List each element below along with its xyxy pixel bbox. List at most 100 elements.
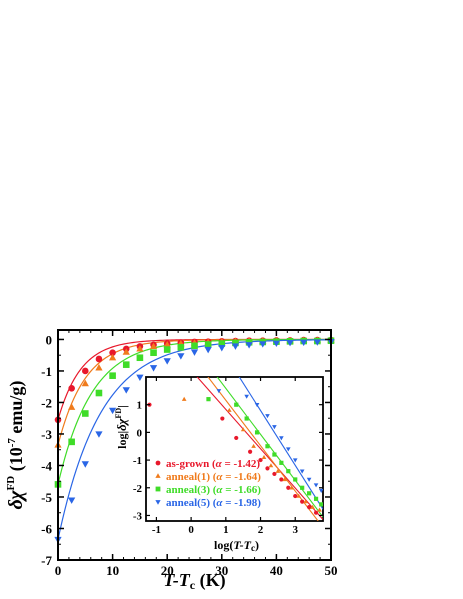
inset-data-point [272,471,277,477]
inset-data-point [244,416,249,421]
inset-data-point [310,504,315,509]
x-tick-label: 40 [270,563,283,578]
inset-data-point [318,488,323,493]
data-point [232,339,239,347]
data-point [82,410,89,417]
inset-x-tick-label: 3 [292,524,298,536]
data-point [68,403,76,410]
data-point [163,358,171,365]
inset-x-tick-label: 1 [223,524,229,536]
data-point [149,342,158,350]
data-point [177,344,185,351]
inset-data-point [272,425,277,430]
data-point [108,353,117,361]
inset-data-point [300,485,305,490]
data-point [136,345,144,352]
inset-series-as-grown [147,402,319,515]
inset-data-point [307,491,312,496]
inset-data-point [234,402,239,407]
inset-data-point [285,447,291,452]
inset-data-point [220,416,225,421]
data-point [259,341,267,348]
data-point [95,431,103,438]
data-point [191,342,198,350]
x-tick-label: 0 [55,563,62,578]
inset-data-point [282,477,288,482]
data-point [218,345,226,352]
data-point [163,346,171,353]
legend-marker-anneal(5) [155,500,161,505]
y-tick-label: -5 [41,490,52,505]
data-point [109,349,116,356]
inset-data-point [286,485,291,490]
inset-series-anneal(3) [206,397,323,507]
y-tick-label: -4 [41,458,52,473]
inset-series-anneal(5) [216,389,323,493]
data-point [204,341,212,348]
data-point [204,346,212,354]
inset-data-point [286,469,291,474]
inset-data-point [303,499,308,504]
data-point [149,365,158,372]
inset-x-tick-label: 2 [258,524,264,536]
y-tick-label: -2 [41,395,52,410]
data-point [313,339,321,346]
inset-data-point [251,443,256,448]
inset-y-tick-label: -1 [133,455,142,467]
y-tick-label: -1 [41,364,52,379]
y-tick-label: -7 [41,553,52,568]
inset-x-tick-label: -1 [152,524,161,536]
inset-series-anneal(1) [181,396,322,512]
inset-data-point [293,493,298,499]
inset-y-tick-label: -3 [133,510,143,522]
data-point [108,407,117,415]
inset-data-point [254,430,260,435]
inset-data-point [206,397,211,402]
inset-plot: -1 0 1 2 3 1 0 -1 -2 -3 log(T-Tc) log|δχFD| as-grown… [114,376,324,553]
data-point [150,349,157,356]
inset-data-point [313,496,319,501]
inset-data-point [299,469,305,474]
inset-y-axis-label: log|δχFD| [114,405,129,449]
legend-marker-anneal(3) [155,486,161,492]
data-point [68,497,76,504]
data-point [68,384,75,392]
data-point [95,355,103,363]
plot-frame [57,329,332,561]
inset-data-point [306,477,312,482]
inset-x-axis-label: log(T-Tc) [214,538,259,553]
inset-data-point [234,435,239,441]
inset-data-point [313,483,319,488]
inset-y-tick-label: 1 [137,400,143,412]
data-point [231,343,240,350]
inset-data-point [254,403,260,408]
data-point [68,438,75,446]
inset-data-point [279,460,284,465]
data-point [81,379,89,387]
x-tick-label: 50 [325,563,338,578]
inset-data-point [293,477,298,482]
inset-data-point [289,485,295,490]
inset-data-point [181,396,187,401]
inset-x-tick-label: 0 [188,524,194,536]
inset-data-point [226,407,232,412]
data-point [218,340,226,347]
y-tick-label: -6 [41,521,52,536]
data-point [122,361,130,368]
legend-entry-anneal(5): anneal(5) (α = -1.98) [166,497,261,509]
data-point [272,340,281,348]
inset-data-point [319,502,323,507]
inset-data-point [244,394,249,399]
inset-legend: as-grown (α = -1.42)anneal(1) (α = -1.64… [155,458,261,509]
data-point [163,341,171,348]
inset-fit-line-anneal(5) [238,377,323,510]
x-tick-label: 20 [161,563,174,578]
inset-data-point [275,468,281,473]
y-axis-label: δχFD (10-7 emu/g) [5,381,27,510]
legend-marker-anneal(1) [155,473,161,478]
legend-entry-anneal(3): anneal(3) (α = -1.66) [166,484,261,496]
legend-entry-anneal(1): anneal(1) (α = -1.64) [166,471,261,483]
data-point [81,461,89,468]
x-tick-label: 30 [215,563,228,578]
